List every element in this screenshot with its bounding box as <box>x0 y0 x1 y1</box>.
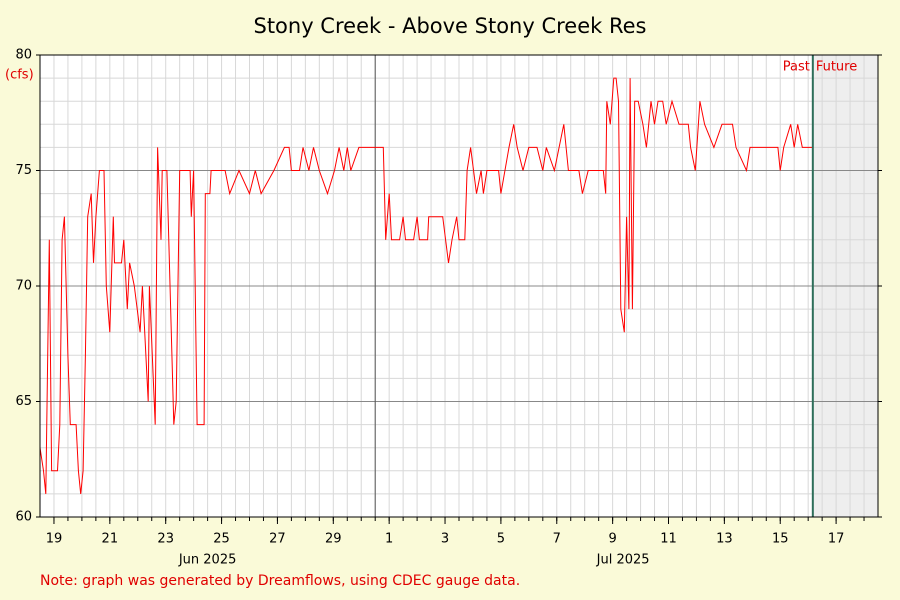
month-label: Jul 2025 <box>596 553 650 568</box>
x-tick-label: 3 <box>441 532 449 547</box>
future-label: Future <box>816 60 857 75</box>
x-tick-label: 13 <box>716 532 733 547</box>
chart-title: Stony Creek - Above Stony Creek Res <box>253 14 646 38</box>
x-tick-label: 9 <box>608 532 616 547</box>
x-tick-label: 5 <box>497 532 505 547</box>
x-tick-label: 19 <box>46 532 63 547</box>
past-label: Past <box>783 60 810 75</box>
y-axis-label: (cfs) <box>5 68 34 83</box>
plot-frame <box>39 54 879 518</box>
x-tick-label: 29 <box>325 532 342 547</box>
y-tick-label: 60 <box>15 510 32 525</box>
y-tick-label: 65 <box>15 394 32 409</box>
note: Note: graph was generated by Dreamflows,… <box>40 573 520 589</box>
x-tick-label: 7 <box>553 532 561 547</box>
x-tick-label: 1 <box>385 532 393 547</box>
y-tick-label: 75 <box>15 163 32 178</box>
x-tick-label: 21 <box>102 532 119 547</box>
y-tick-label: 70 <box>15 279 32 294</box>
x-tick-label: 15 <box>772 532 789 547</box>
x-tick-label: 23 <box>157 532 174 547</box>
x-tick-label: 17 <box>828 532 845 547</box>
x-tick-label: 25 <box>213 532 230 547</box>
month-label: Jun 2025 <box>178 553 237 568</box>
x-tick-label: 27 <box>269 532 286 547</box>
x-tick-label: 11 <box>660 532 677 547</box>
y-tick-label: 80 <box>15 48 32 63</box>
flow-line <box>39 77 813 494</box>
